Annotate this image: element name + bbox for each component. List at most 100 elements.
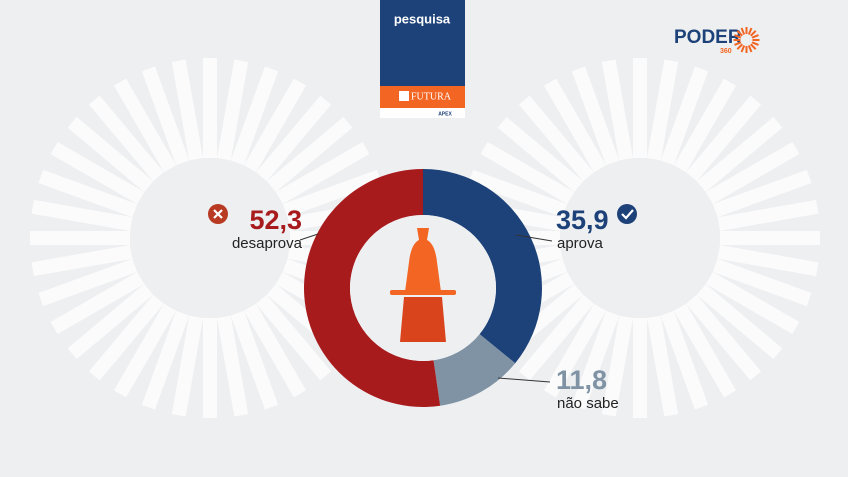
decor <box>30 58 820 418</box>
ray <box>696 284 783 360</box>
sun-ray <box>740 45 746 53</box>
sun-ray <box>736 30 743 37</box>
sun-ray <box>752 39 760 41</box>
leader-line <box>497 377 551 383</box>
sun-ray <box>751 41 759 46</box>
sun-ray <box>750 30 757 37</box>
ray <box>660 310 709 410</box>
ray <box>480 141 575 205</box>
ray <box>717 244 819 277</box>
category-label: não sabe <box>557 395 619 412</box>
ray <box>705 141 800 205</box>
ray <box>712 258 812 307</box>
badge-partner-bg <box>380 108 465 118</box>
ray <box>67 116 154 192</box>
center-icon <box>390 228 456 342</box>
logo-sun <box>733 27 760 53</box>
ray <box>712 169 812 218</box>
sun-ray <box>747 27 753 35</box>
ray <box>216 59 249 161</box>
value-label: 35,9 <box>556 205 609 235</box>
slice <box>304 169 441 408</box>
ray <box>673 303 737 398</box>
ray <box>88 294 164 381</box>
ray <box>50 141 145 205</box>
ray <box>601 315 634 417</box>
approve-icon <box>617 204 637 224</box>
ray <box>230 310 279 410</box>
sun-ray <box>733 39 741 41</box>
ray <box>633 58 647 158</box>
ray <box>141 310 190 410</box>
ray <box>571 310 620 410</box>
category-label: aprova <box>557 235 604 252</box>
ray <box>468 169 568 218</box>
sun-ray <box>745 27 748 34</box>
ray <box>646 315 679 417</box>
ray <box>660 66 709 166</box>
ray <box>171 315 204 417</box>
category-label: desaprova <box>232 235 303 252</box>
sun-ray <box>750 43 757 50</box>
ray <box>38 169 138 218</box>
sponsor-name: FUTURA <box>411 91 452 102</box>
ray <box>275 141 370 205</box>
ray <box>30 231 130 245</box>
ray <box>31 199 133 232</box>
ray <box>203 58 217 158</box>
ray <box>141 66 190 166</box>
ray <box>497 116 584 192</box>
sun-ray <box>740 27 746 35</box>
slice <box>423 169 542 364</box>
ray <box>543 78 607 173</box>
ray <box>633 318 647 418</box>
ray <box>543 303 607 398</box>
ray <box>717 199 819 232</box>
ray <box>256 294 332 381</box>
ray <box>216 315 249 417</box>
ray <box>113 303 177 398</box>
badge-title: pesquisa <box>394 11 451 26</box>
ray <box>696 116 783 192</box>
ray <box>673 78 737 173</box>
sun-ray <box>736 43 743 50</box>
ray <box>646 59 679 161</box>
ray <box>243 78 307 173</box>
logo-number: 360 <box>720 48 732 55</box>
disapprove-icon <box>208 204 228 224</box>
leader-line <box>299 233 319 241</box>
sun-ray <box>745 46 748 53</box>
ray <box>705 271 800 335</box>
sun-ray <box>734 41 742 46</box>
ray <box>203 318 217 418</box>
ray <box>88 95 164 182</box>
leader-line <box>515 234 553 242</box>
ray <box>282 169 382 218</box>
badge-bg <box>380 0 465 86</box>
ray <box>50 271 145 335</box>
ray <box>171 59 204 161</box>
slice <box>433 334 516 406</box>
ray <box>686 294 762 381</box>
sun-ray <box>734 34 742 39</box>
ray <box>518 95 594 182</box>
ray <box>720 231 820 245</box>
ray <box>67 284 154 360</box>
ray <box>686 95 762 182</box>
ray <box>38 258 138 307</box>
ray <box>113 78 177 173</box>
sun-ray <box>751 34 759 39</box>
ray <box>518 294 594 381</box>
ray <box>256 95 332 182</box>
value-label: 11,8 <box>556 365 607 395</box>
ray <box>266 116 353 192</box>
ray <box>31 244 133 277</box>
ray <box>571 66 620 166</box>
sponsor-icon <box>399 91 409 101</box>
value-label: 52,3 <box>249 205 302 235</box>
sun-ray <box>747 45 753 53</box>
partner-name: APEX <box>438 111 452 117</box>
logo-name: PODER <box>674 27 742 48</box>
